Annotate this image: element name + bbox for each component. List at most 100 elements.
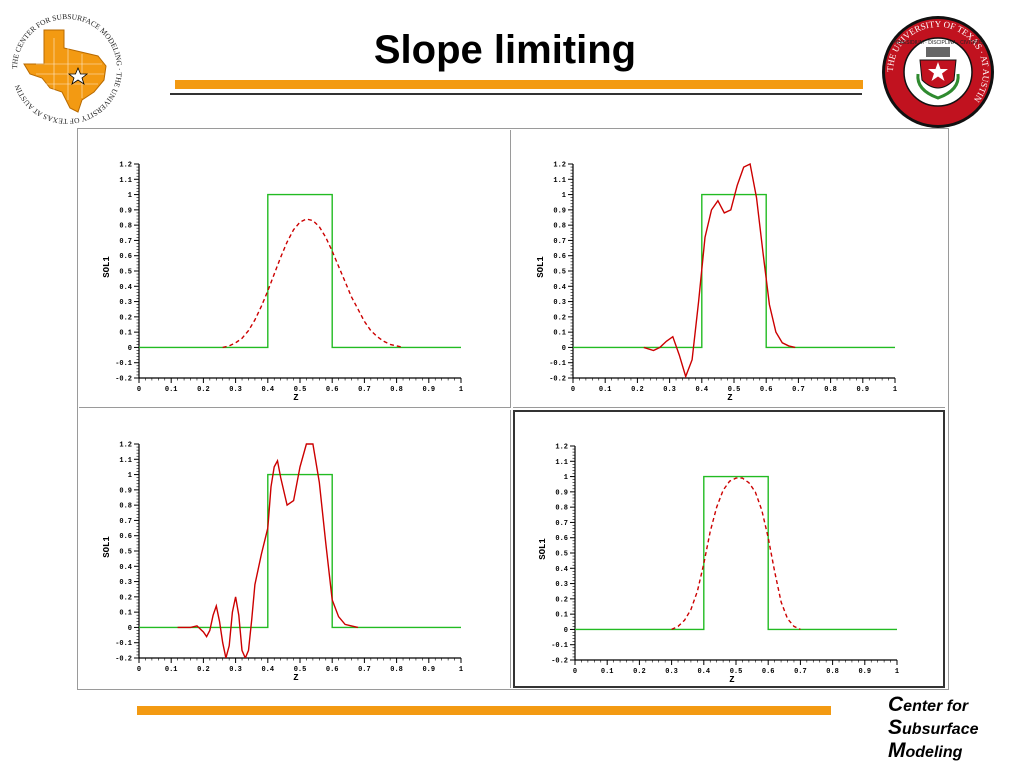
csm-initial-c: C [888, 693, 904, 716]
x-tick-label: 0.3 [665, 668, 678, 676]
y-tick-label: 0 [128, 345, 132, 353]
chart-bottom-left: 1.2 1.1 1 0.9 0.8 0.7 0.6 0.5 0.4 0.3 0.2 0.1 0 -0.1 -… [79, 410, 511, 688]
x-tick-label: 0.7 [794, 668, 807, 676]
y-tick-label: 0.1 [555, 612, 568, 620]
y-tick-label: 1.1 [119, 457, 132, 465]
x-tick-label: 0.6 [326, 666, 339, 674]
y-tick-label: 0.8 [119, 223, 132, 231]
y-tick-label: 0.5 [119, 269, 132, 277]
y-tick-label: 0.4 [553, 284, 566, 292]
y-tick-label: 0.2 [119, 314, 132, 322]
x-tick-label: 0.2 [197, 386, 210, 394]
y-tick-label: 0.7 [553, 238, 566, 246]
ut-austin-seal: THE UNIVERSITY OF TEXAS · AT AUSTIN PRAE… [880, 14, 996, 130]
y-tick-label: 0.8 [555, 505, 568, 513]
numerical-series [643, 162, 796, 378]
x-tick-label: 0.9 [422, 386, 435, 394]
y-tick-label: 0 [128, 625, 132, 633]
y-tick-label: -0.2 [115, 376, 132, 384]
exact-step-series [575, 475, 897, 631]
chart-grid: 1.2 1.1 1 0.9 0.8 0.7 0.6 0.5 0.4 0.3 0.2 0.1 0 -0.1 -… [77, 128, 949, 690]
header-dark-rule [170, 93, 862, 95]
x-tick-label: 0.7 [358, 386, 371, 394]
x-axis-label: Z [729, 675, 734, 685]
csm-wordmark: Center for Subsurface Modeling [888, 694, 978, 763]
chart-top-left-svg: 1.2 1.1 1 0.9 0.8 0.7 0.6 0.5 0.4 0.3 0.2 0.1 0 -0.1 -… [102, 162, 463, 404]
y-tick-label: 0.7 [119, 238, 132, 246]
y-tick-label: 1.1 [553, 177, 566, 185]
header-orange-bar [175, 80, 863, 89]
x-tick-label: 0.3 [229, 666, 242, 674]
chart-bottom-right: 1.2 1.1 1 0.9 0.8 0.7 0.6 0.5 0.4 0.3 0.2 0.1 0 -0.1 -… [513, 410, 945, 688]
x-tick-label: 0.9 [422, 666, 435, 674]
x-tick-label: 0.7 [792, 386, 805, 394]
x-tick-label: 0.9 [858, 668, 871, 676]
slide-title: Slope limiting [373, 28, 637, 72]
y-axis-label: SOL1 [102, 536, 112, 558]
y-tick-label: 0.6 [553, 253, 566, 261]
y-tick-label: 0.2 [553, 314, 566, 322]
y-tick-label: -0.1 [549, 360, 566, 368]
x-tick-label: 0.3 [229, 386, 242, 394]
exact-step-series [139, 473, 461, 629]
chart-top-right-svg: 1.2 1.1 1 0.9 0.8 0.7 0.6 0.5 0.4 0.3 0.2 0.1 0 -0.1 -… [536, 162, 897, 404]
x-tick-label: 0.8 [824, 386, 837, 394]
y-tick-label: 1.2 [555, 444, 568, 452]
x-tick-label: 0.2 [631, 386, 644, 394]
y-tick-label: 0.4 [119, 284, 132, 292]
chart-top-right: 1.2 1.1 1 0.9 0.8 0.7 0.6 0.5 0.4 0.3 0.2 0.1 0 -0.1 -… [513, 130, 945, 408]
x-axis-label: Z [293, 673, 298, 683]
star-icon [67, 66, 89, 85]
x-tick-label: 0.8 [390, 386, 403, 394]
y-tick-label: 0.5 [555, 551, 568, 559]
x-tick-label: 0 [573, 668, 577, 676]
laurel-icon [916, 73, 960, 100]
y-axis-label: SOL1 [102, 256, 112, 278]
y-tick-label: 0.6 [119, 253, 132, 261]
y-tick-label: 0.9 [119, 207, 132, 215]
seal-star-icon [928, 62, 948, 81]
x-tick-label: 0.5 [728, 386, 741, 394]
y-tick-label: 0.4 [555, 566, 568, 574]
x-tick-label: 0 [137, 386, 141, 394]
y-tick-label: 1.2 [119, 162, 132, 170]
chart-bottom-right-svg: 1.2 1.1 1 0.9 0.8 0.7 0.6 0.5 0.4 0.3 0.2 0.1 0 -0.1 -… [538, 444, 899, 686]
y-tick-label: 0.5 [553, 269, 566, 277]
x-axis-label: Z [293, 393, 298, 403]
y-tick-label: 0.9 [553, 207, 566, 215]
x-tick-label: 0.3 [663, 386, 676, 394]
numerical-series [177, 443, 359, 658]
x-tick-label: 0.5 [294, 386, 307, 394]
y-tick-label: -0.1 [551, 642, 568, 650]
x-tick-label: 0.1 [165, 666, 178, 674]
footer-orange-bar [137, 706, 831, 715]
y-tick-label: 0.2 [119, 594, 132, 602]
x-tick-label: 0.5 [294, 666, 307, 674]
y-tick-label: 0.9 [555, 489, 568, 497]
y-tick-label: 1 [128, 472, 132, 480]
x-tick-label: 1 [893, 386, 897, 394]
numerical-series [671, 477, 801, 631]
y-tick-label: 0.1 [119, 610, 132, 618]
y-tick-label: 0.7 [555, 520, 568, 528]
exact-step-series [573, 193, 895, 349]
y-tick-label: -0.2 [551, 658, 568, 666]
csm-initial-s: S [888, 716, 903, 739]
x-tick-label: 0.6 [326, 386, 339, 394]
x-tick-label: 0.8 [390, 666, 403, 674]
x-tick-label: 1 [459, 386, 463, 394]
y-tick-label: 1.2 [553, 162, 566, 170]
y-axis-label: SOL1 [538, 538, 548, 560]
texas-shape-icon [23, 29, 107, 113]
x-tick-label: 1 [895, 668, 899, 676]
x-axis-label: Z [727, 393, 732, 403]
numerical-series [222, 218, 404, 349]
y-tick-label: 1 [128, 192, 132, 200]
x-tick-label: 0.7 [358, 666, 371, 674]
y-tick-label: 0.5 [119, 549, 132, 557]
y-tick-label: 0.3 [119, 579, 132, 587]
chart-top-left: 1.2 1.1 1 0.9 0.8 0.7 0.6 0.5 0.4 0.3 0.2 0.1 0 -0.1 -… [79, 130, 511, 408]
y-tick-label: 0.7 [119, 518, 132, 526]
x-tick-label: 0.4 [697, 668, 710, 676]
csm-line-1: enter for [903, 698, 969, 715]
